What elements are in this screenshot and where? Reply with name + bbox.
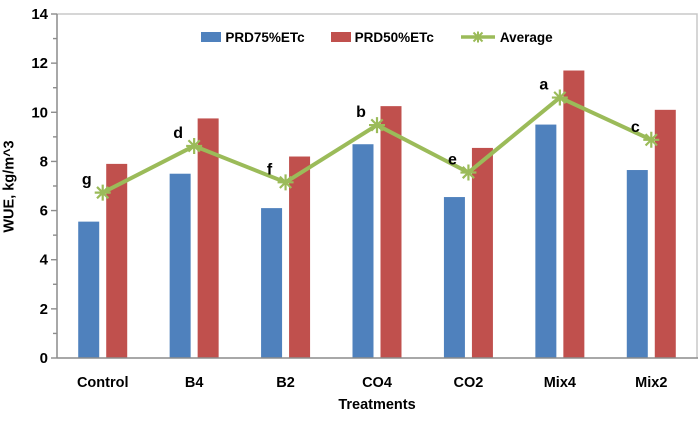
bar-series1-Control	[106, 163, 128, 358]
x-category-label-CO4: CO4	[362, 375, 392, 391]
bar-series1-Mix2	[654, 109, 676, 358]
x-category-label-Control: Control	[77, 375, 129, 391]
point-letter-c: c	[631, 119, 640, 136]
bar-series0-CO2	[443, 197, 465, 358]
point-letter-a: a	[539, 77, 548, 94]
average-marker-icon-CO4	[369, 117, 385, 134]
y-tick-label-4: 4	[40, 252, 49, 269]
bar-series0-Mix2	[626, 170, 648, 358]
bar-series0-B2	[261, 208, 283, 358]
y-tick-label-6: 6	[40, 203, 48, 220]
average-marker-icon-B4	[186, 137, 203, 154]
legend-label-prd75: PRD75%ETc	[225, 29, 305, 45]
x-category-label-B2: B2	[276, 375, 295, 391]
plot-border	[57, 13, 698, 358]
legend: PRD75%ETc PRD50%ETc Average	[57, 28, 697, 46]
x-category-label-CO2: CO2	[454, 375, 484, 391]
bar-series1-B2	[289, 156, 311, 358]
point-letter-g: g	[82, 172, 92, 189]
bar-series0-B4	[169, 173, 191, 358]
x-axis-title: Treatments	[338, 397, 416, 413]
legend-label-prd50: PRD50%ETc	[354, 29, 434, 45]
y-tick-label-0: 0	[40, 350, 48, 367]
prd50-swatch-icon	[330, 32, 351, 42]
average-marker-icon-Control	[94, 184, 111, 201]
bar-series1-B4	[197, 118, 219, 358]
point-letter-d: d	[173, 125, 183, 142]
y-tick-label-8: 8	[40, 153, 48, 170]
average-marker-icon-Mix4	[551, 89, 568, 106]
y-tick-label-10: 10	[31, 104, 48, 121]
bar-series1-Mix4	[563, 70, 585, 358]
bar-series0-CO4	[352, 144, 374, 358]
y-tick-label-2: 2	[40, 301, 48, 318]
y-axis-title: WUE, kg/m^3	[1, 140, 18, 233]
legend-item-prd50: PRD50%ETc	[330, 29, 434, 45]
point-letter-e: e	[448, 151, 457, 168]
average-line-marker-icon	[460, 31, 495, 43]
legend-item-prd75: PRD75%ETc	[201, 29, 305, 45]
x-category-label-Mix4: Mix4	[544, 375, 576, 391]
bar-series0-Mix4	[535, 124, 557, 358]
legend-label-average: Average	[499, 29, 553, 45]
point-letter-f: f	[267, 161, 273, 178]
point-letter-b: b	[356, 104, 366, 121]
average-marker-icon-CO2	[460, 164, 477, 181]
legend-item-average: Average	[460, 30, 553, 45]
y-tick-label-14: 14	[31, 6, 48, 23]
x-category-label-B4: B4	[185, 375, 204, 391]
prd75-swatch-icon	[201, 32, 222, 42]
average-marker-icon-B2	[277, 174, 294, 191]
bar-series0-Control	[78, 221, 100, 358]
average-marker-icon-Mix2	[643, 131, 660, 148]
bar-series1-CO2	[471, 147, 493, 358]
x-category-label-Mix2: Mix2	[635, 375, 667, 391]
y-tick-label-12: 12	[31, 55, 48, 72]
bar-series1-CO4	[380, 106, 402, 359]
